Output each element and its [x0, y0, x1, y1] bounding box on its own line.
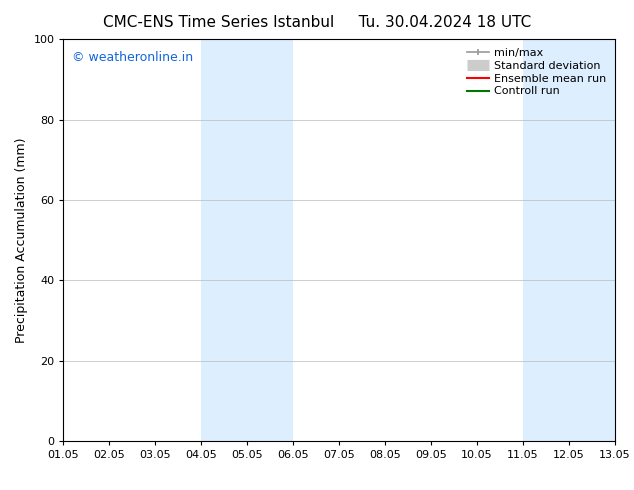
Text: © weatheronline.in: © weatheronline.in — [72, 51, 193, 64]
Y-axis label: Precipitation Accumulation (mm): Precipitation Accumulation (mm) — [15, 137, 28, 343]
Text: CMC-ENS Time Series Istanbul     Tu. 30.04.2024 18 UTC: CMC-ENS Time Series Istanbul Tu. 30.04.2… — [103, 15, 531, 30]
Legend: min/max, Standard deviation, Ensemble mean run, Controll run: min/max, Standard deviation, Ensemble me… — [464, 45, 609, 100]
Bar — [202, 39, 293, 441]
Bar — [523, 39, 615, 441]
